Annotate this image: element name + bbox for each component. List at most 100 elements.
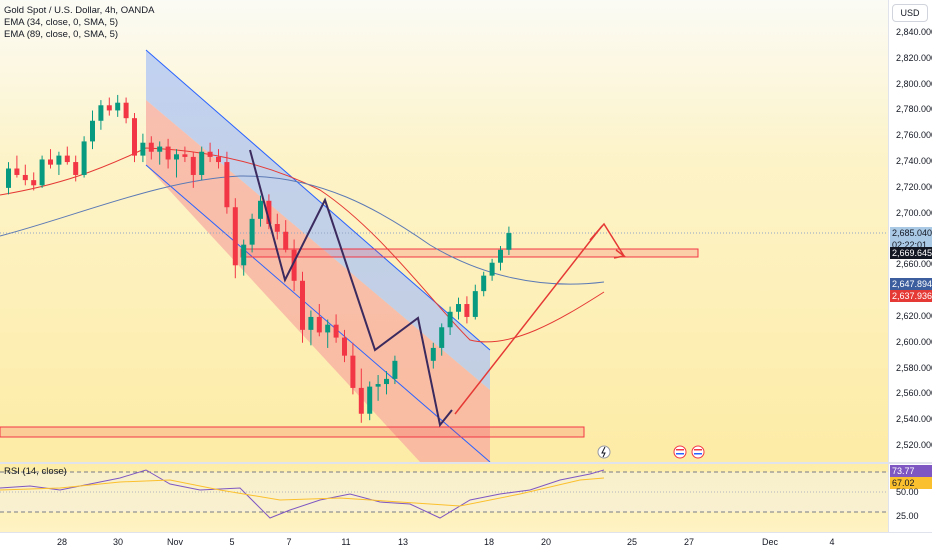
price-tick-label: 2,840.000 <box>896 27 932 37</box>
candle-body <box>439 327 445 348</box>
candle-body <box>392 360 398 379</box>
rsi-line <box>0 469 605 519</box>
time-label: 18 <box>483 537 495 547</box>
candle-body <box>207 151 213 157</box>
time-label: 28 <box>56 537 68 547</box>
price-tick-label: 2,780.000 <box>896 104 932 115</box>
candle-body <box>232 207 238 266</box>
candle-body <box>472 291 478 317</box>
candle-body <box>447 311 453 328</box>
candle-body <box>140 142 146 156</box>
time-label: 4 <box>829 537 835 547</box>
ema89-tag: 2,647.894 <box>890 278 932 290</box>
symbol-title[interactable]: Gold Spot / U.S. Dollar, 4h, OANDA <box>4 5 155 16</box>
ema89-legend[interactable]: EMA (89, close, 0, SMA, 5) <box>4 29 119 40</box>
candle-body <box>300 280 305 330</box>
candle-body <box>274 224 280 232</box>
candle-body <box>31 180 37 186</box>
us-flag-icon <box>673 445 687 459</box>
rsi-chart[interactable] <box>0 464 888 532</box>
time-label: 13 <box>397 537 409 547</box>
rsi-tick-50: 50.00 <box>896 487 919 497</box>
time-label: 7 <box>286 537 292 547</box>
resistance-zone <box>240 248 699 258</box>
candle-body <box>157 146 163 152</box>
time-axis[interactable]: 28 30 Nov 5 7 11 13 18 20 25 27 Dec 4 <box>0 532 932 551</box>
ema34-line <box>0 147 605 343</box>
candle-body <box>98 105 104 121</box>
rsi-tick-25: 25.00 <box>896 511 919 521</box>
channel-top-line <box>145 49 491 351</box>
candle-body <box>6 168 11 188</box>
candle-body <box>266 200 272 225</box>
candle-body <box>73 162 79 175</box>
price-tick-label: 2,600.000 <box>896 336 932 347</box>
price-tick-label: 2,800.000 <box>896 78 932 89</box>
candle-body <box>165 146 171 160</box>
price-chart[interactable] <box>0 0 888 462</box>
ema89-line <box>0 175 605 285</box>
lightning-icon <box>597 445 611 459</box>
currency-button[interactable]: USD <box>892 4 928 22</box>
candle-body <box>506 233 512 250</box>
time-label: Nov <box>166 537 184 547</box>
arrow-head <box>613 249 626 259</box>
candle-body <box>106 105 112 111</box>
rising-trendline <box>454 225 603 415</box>
candle-body <box>224 162 230 208</box>
candle-body <box>308 316 314 330</box>
candle-body <box>115 102 121 111</box>
candle-body <box>81 141 87 175</box>
candle-body <box>464 304 470 317</box>
pane-divider[interactable] <box>0 462 932 464</box>
price-tick-label: 2,580.000 <box>896 362 932 373</box>
rsi-ma-tag: 67.02 <box>890 477 932 489</box>
time-label: 30 <box>112 537 124 547</box>
price-tick-label: 2,560.000 <box>896 388 932 399</box>
candle-body <box>241 244 247 266</box>
candle-body <box>283 231 289 250</box>
price-tick-label: 2,740.000 <box>896 156 932 167</box>
candle-body <box>358 387 364 414</box>
candle-body <box>123 102 129 119</box>
candle-body <box>367 386 373 414</box>
time-label: 11 <box>341 537 351 547</box>
rsi-ma-line <box>0 477 605 507</box>
rsi-pane[interactable] <box>0 464 888 532</box>
candle-body <box>489 262 495 276</box>
zigzag-wave <box>249 149 453 428</box>
candle-body <box>333 324 339 338</box>
ema34-legend[interactable]: EMA (34, close, 0, SMA, 5) <box>4 17 119 28</box>
time-label: Dec <box>761 537 779 547</box>
price-tick-label: 2,700.000 <box>896 207 932 218</box>
price-tick-label: 2,820.000 <box>896 52 932 63</box>
candle-body <box>456 304 461 312</box>
candle-body <box>14 168 20 175</box>
candle-body <box>316 316 322 333</box>
projection-arrow <box>589 222 625 257</box>
candle-body <box>190 156 196 175</box>
candle-body <box>325 324 331 333</box>
rsi-legend[interactable]: RSI (14, close) <box>4 466 67 477</box>
candle-body <box>22 174 28 181</box>
candle-body <box>375 384 381 387</box>
us-flag-icon <box>676 449 684 451</box>
time-label: 20 <box>540 537 552 547</box>
us-flag-icon <box>691 445 705 459</box>
candle-body <box>216 156 221 163</box>
main-chart-pane[interactable] <box>0 0 888 462</box>
candle-body <box>342 337 347 356</box>
price-tick-label: 2,520.000 <box>896 440 932 450</box>
channel-upper-fill <box>146 50 490 390</box>
candle-body <box>90 120 95 142</box>
time-label: 25 <box>626 537 638 547</box>
chart-legend: Gold Spot / U.S. Dollar, 4h, OANDA EMA (… <box>4 5 154 41</box>
support-zone <box>0 426 585 438</box>
candle-body <box>182 154 188 157</box>
candle-body <box>64 155 70 163</box>
candle-body <box>498 249 503 263</box>
time-label: 27 <box>683 537 695 547</box>
candle-body <box>39 159 45 186</box>
price-tick-label: 2,660.000 <box>896 259 932 270</box>
us-flag-icon <box>694 453 702 455</box>
